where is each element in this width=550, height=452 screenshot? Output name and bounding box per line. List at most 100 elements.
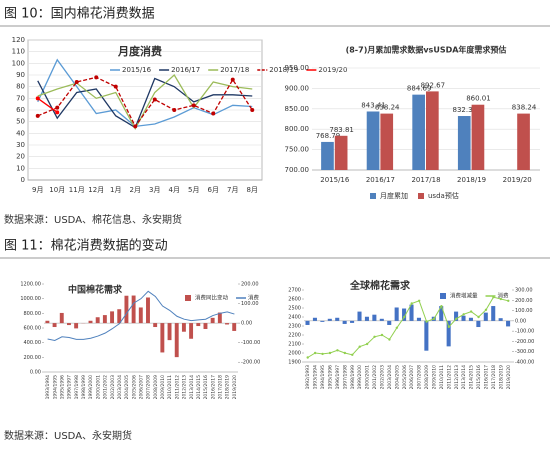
marker [344,352,346,354]
y-tick-label: 700.00 [285,166,310,174]
bar [196,323,200,326]
bar [225,323,229,324]
marker [366,343,368,345]
y-tick-label: 0.00 [30,370,41,376]
bar [395,307,399,320]
chart-title: 全球棉花需求 [349,279,411,292]
y2-tick-label: 300.00 [515,288,533,294]
bar [426,91,439,170]
bar [387,321,391,325]
marker [211,112,215,116]
x-tick-label: 1994/1995 [320,365,326,390]
data-label: 838.24 [512,104,537,112]
bar [103,315,107,323]
x-tick-label: 5月 [188,186,199,194]
x-tick-label: 2015/16 [320,176,350,184]
bar [53,323,57,327]
x-tick-label: 1999/2000 [357,365,363,390]
marker [329,352,331,354]
bar [74,323,78,328]
y-tick-label: 2100 [288,342,301,348]
data-label: 838.24 [375,104,400,112]
y-tick-label: 800.00 [285,125,310,133]
bar [506,321,510,327]
x-tick-label: 2012/2013 [454,365,460,390]
y-tick-label: 950.00 [285,64,310,72]
x-tick-label: 2019/2020 [506,365,512,390]
legend-label: 2015/16 [122,66,152,74]
x-tick-label: 2008/2009 [424,365,430,390]
source: 数据来源：USDA、棉花信息、永安期货 [4,213,182,226]
legend-label: 消费 [248,294,260,302]
marker [477,316,479,318]
bar [146,297,150,323]
marker [351,354,353,356]
y-tick-label: 0 [21,176,25,184]
bar [335,318,339,321]
marker [373,336,375,338]
x-tick-label: 2005/2006 [131,375,137,400]
y-tick-label: 2300 [288,324,301,330]
y2-tick-label: 200.00 [241,282,259,288]
x-tick-label: 2007/2008 [417,365,423,390]
y-tick-label: 100 [12,59,25,67]
bar [367,111,380,170]
x-tick-label: 1995/1996 [328,365,334,390]
x-tick-label: 1993/1994 [45,375,51,400]
y-tick-label: 120 [12,36,25,44]
marker [336,349,338,351]
y-tick-label: 400.00 [24,340,42,346]
x-tick-label: 2002/2003 [380,365,386,390]
y-tick-label: 200.00 [24,355,42,361]
bar [60,313,64,323]
x-tick-label: 2006/2007 [409,365,415,390]
x-tick-label: 2003/2004 [117,375,123,400]
marker [448,326,450,328]
x-tick-label: 2013/2014 [461,365,467,390]
legend-swatch [440,293,446,299]
bar [175,323,179,357]
legend-label: 2016/17 [171,66,200,74]
x-tick-label: 2018/2019 [225,375,231,400]
y-tick-label: 600.00 [24,326,42,332]
x-tick-label: 2001/2002 [372,365,378,390]
x-tick-label: 1998/1999 [350,365,356,390]
x-tick-label: 2011/2012 [174,375,180,400]
y2-tick-label: 100.00 [241,301,259,307]
bar [139,307,143,323]
bar [96,317,100,323]
x-tick-label: 2010/2011 [167,375,173,400]
marker [55,110,59,114]
x-tick-label: 2010/2011 [439,365,445,390]
bar [182,323,186,332]
bar [412,95,425,170]
legend-label: 2019/20 [318,66,347,74]
marker [485,309,487,311]
y-tick-label: 50 [16,118,25,126]
bar [447,321,451,347]
y-tick-label: 900.00 [285,84,310,92]
marker [425,320,427,322]
x-tick-label: 2019/2020 [232,375,238,400]
x-tick-label: 1993/1994 [313,365,319,390]
legend-swatch [418,193,424,199]
marker [396,327,398,329]
bar [424,321,428,351]
marker [463,313,465,315]
x-tick-label: 2018/19 [457,176,486,184]
marker [418,300,420,302]
legend-swatch [370,193,376,199]
marker [172,108,176,112]
y2-tick-label: -100.00 [515,329,534,335]
legend-label: usda预估 [428,191,459,200]
figure-title: 图 11：棉花消费数据的变动 [4,238,168,254]
y-tick-label: 40 [16,129,25,137]
chart-title: 月度消费 [117,44,162,58]
x-tick-label: 1997/1998 [342,365,348,390]
x-tick-label: 2013/2014 [189,375,195,400]
x-tick-label: 2000/2001 [95,375,101,400]
y2-tick-label: -100.00 [241,340,260,346]
marker [192,103,196,107]
y-tick-label: 1900 [288,360,301,366]
x-tick-label: 2009/2010 [432,365,438,390]
